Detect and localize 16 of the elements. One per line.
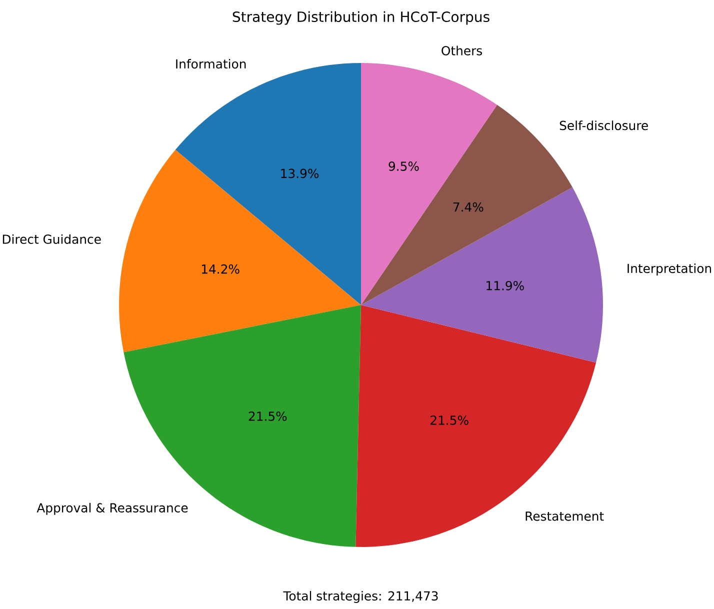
chart-title: Strategy Distribution in HCoT-Corpus — [232, 11, 490, 25]
slice-label: Direct Guidance — [2, 234, 101, 244]
text: Total strategies: 211,473 — [283, 590, 438, 603]
data-label: 21.5% — [248, 412, 287, 421]
slice-label: Information — [176, 59, 246, 69]
slice-label: Others — [442, 46, 482, 56]
data-label: 14.2% — [202, 264, 240, 274]
slice-label: Interpretation — [628, 264, 712, 276]
slice-label: Approval & Reassurance — [36, 502, 188, 515]
data-label: 21.5% — [430, 416, 468, 425]
data-label: 13.9% — [281, 168, 319, 178]
slice-label: Self-disclosure — [560, 120, 648, 130]
data-label: 11.9% — [486, 280, 524, 290]
data-label: 7.4% — [453, 202, 484, 212]
data-label: 9.5% — [388, 162, 419, 171]
slice-label: Restatement — [526, 512, 604, 521]
